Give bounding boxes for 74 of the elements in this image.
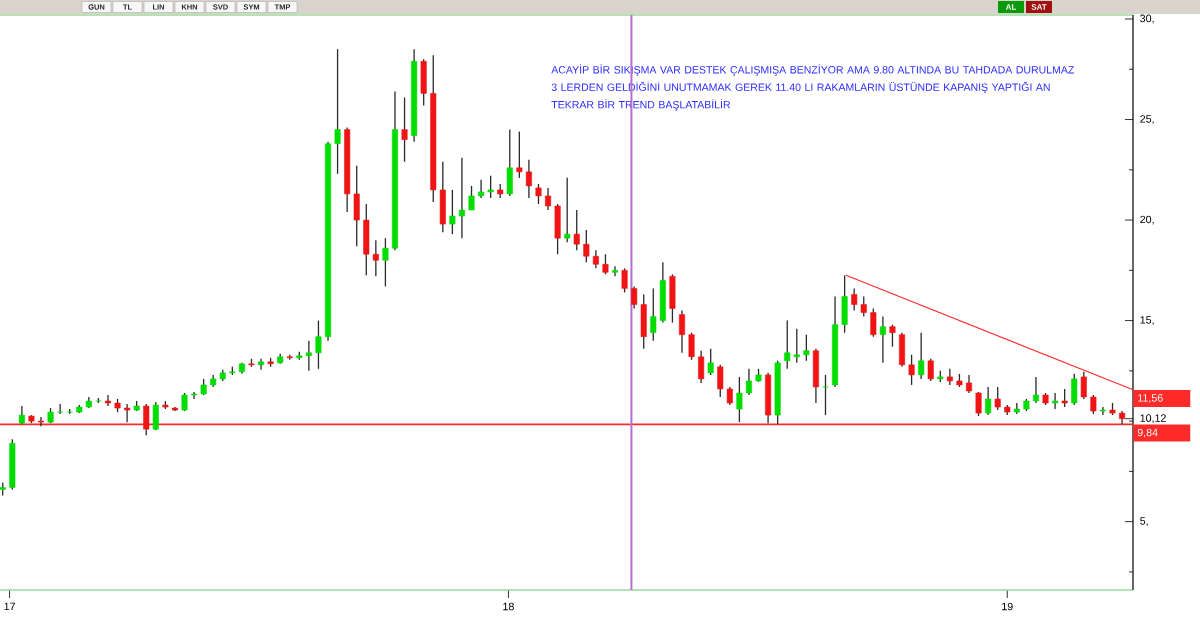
candlestick [525,159,532,199]
candlestick [104,394,111,407]
y-tick-label: 20, [1140,215,1154,225]
x-tick-label: 19 [1002,602,1013,611]
candlestick [631,285,638,310]
candlestick [449,189,456,235]
candlestick [650,287,657,342]
candlestick [803,334,810,362]
candlestick [822,374,829,416]
candlestick [621,267,628,294]
y-tick-label: 10,12 [1140,414,1166,424]
candlestick [468,185,475,211]
candlestick [860,295,867,318]
candlestick [726,386,733,406]
candlestick [305,340,312,372]
candlestick [870,307,877,338]
candlestick [143,403,150,436]
candlestick [994,386,1001,411]
candlestick [918,332,925,380]
candlestick [382,237,389,288]
candlestick [784,319,791,370]
candlestick [545,187,552,211]
x-tick-label: 18 [503,602,514,611]
data-label: 11,56 [1138,394,1163,403]
candlestick [334,48,341,175]
candlestick [1061,388,1068,408]
candlestick [717,364,724,398]
candlestick [927,358,934,382]
y-tick-label: 15, [1140,316,1154,325]
y-tick-label: 25, [1140,115,1154,124]
candlestick [879,315,886,364]
candlestick [315,319,322,370]
candlestick [372,239,379,278]
x-tick-label: 17 [4,602,15,611]
candlestick [975,391,982,417]
candlestick [401,96,408,163]
candlestick [458,157,465,239]
candlestick [57,403,64,415]
candlestick [889,323,896,348]
candlestick [736,376,743,423]
candlestick [38,416,45,427]
candlestick [698,350,705,384]
candlestick [583,229,590,263]
candlestick [478,179,485,199]
candlestick [592,249,599,269]
candlestick [1032,376,1039,404]
candlestick [985,386,992,416]
candlestick [487,175,494,199]
candlestick [946,368,953,386]
candlestick [1080,371,1087,400]
ref-line-label: 9,84 [1137,428,1158,438]
candlestick [124,403,131,423]
candlestick [908,354,915,386]
y-tick-label: 30, [1140,14,1154,24]
candlestick [707,348,714,376]
candlestick [1052,392,1059,410]
candlestick [688,332,695,361]
candlestick [745,368,752,396]
text: SAT [1031,4,1047,10]
candlestick [535,183,542,205]
candlestick [1090,394,1097,415]
candlestick [1099,406,1106,416]
candlestick [564,177,571,243]
candlestick [793,327,800,364]
candlestick [602,253,609,275]
candlestick [851,287,858,312]
candlestick [612,265,619,278]
candlestick [965,374,972,394]
candlestick [258,358,265,371]
y-tick-label: 5, [1140,517,1148,526]
text: AL [1005,4,1017,10]
candlestick [678,309,685,354]
candlestick [516,130,523,179]
candlestick [573,209,580,251]
